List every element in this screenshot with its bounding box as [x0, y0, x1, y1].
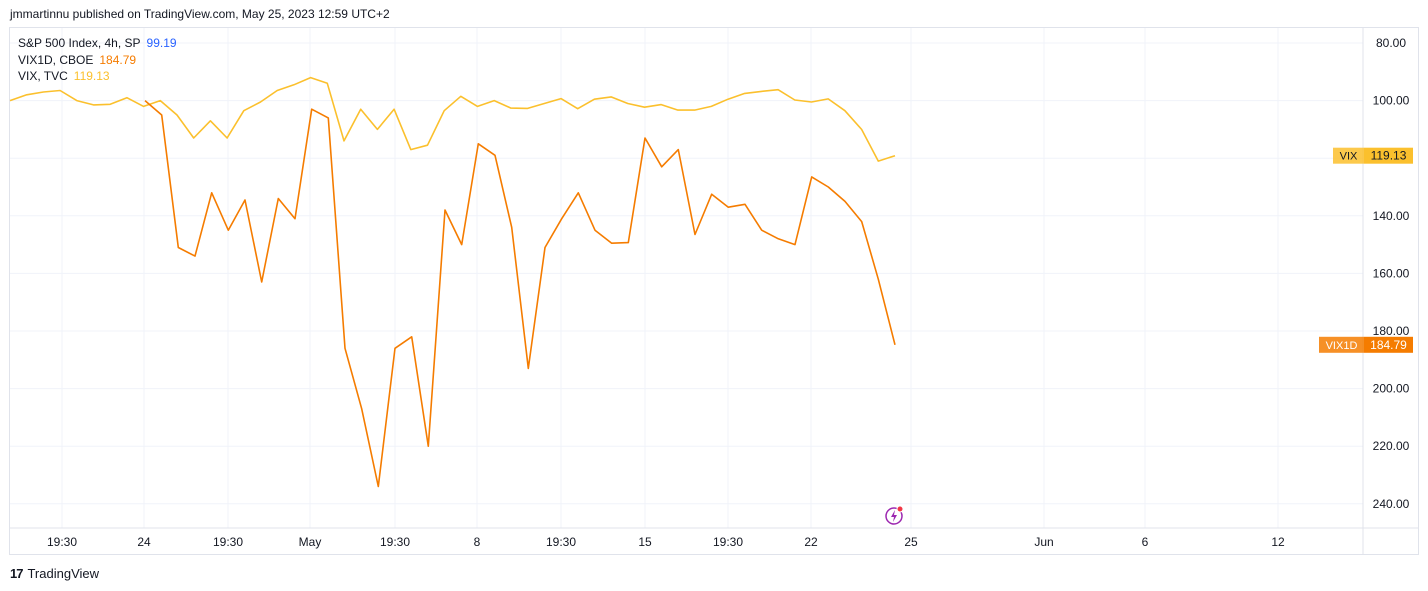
legend-row-spx[interactable]: S&P 500 Index, 4h, SP 99.19: [18, 35, 177, 52]
legend-row-vix1d[interactable]: VIX1D, CBOE 184.79: [18, 52, 177, 69]
legend-name: VIX1D, CBOE: [18, 52, 94, 67]
time-axis[interactable]: 19:30 24 19:30 May 19:30 8 19:30 15 19:30 22 25 Jun…: [47, 535, 1285, 549]
lightning-icon[interactable]: [884, 505, 904, 525]
series-name-label: VIX: [1340, 151, 1358, 163]
footer[interactable]: 17 TradingView: [10, 566, 99, 581]
price-labels: VIX 119.13 VIX1D 184.79: [1319, 147, 1413, 353]
last-price-tag: [1364, 147, 1413, 164]
time-tick-label: 12: [1271, 535, 1285, 549]
brand-name: TradingView: [27, 566, 100, 581]
price-tick-label: 240.00: [1373, 497, 1410, 511]
price-tick-label: 140.00: [1373, 209, 1410, 223]
time-tick-label: 19:30: [47, 535, 77, 549]
legend-value: 184.79: [99, 52, 137, 67]
series-name-tag: [1333, 147, 1364, 164]
time-tick-label: 24: [137, 535, 151, 549]
last-price-label: 119.13: [1371, 149, 1407, 163]
series-line-vix1d: [144, 99, 896, 488]
series-lines: [9, 76, 896, 488]
chart-legend: S&P 500 Index, 4h, SP 99.19 VIX1D, CBOE 18…: [18, 35, 177, 85]
time-tick-label: May: [299, 535, 322, 549]
time-tick-label: 22: [804, 535, 818, 549]
time-tick-label: 19:30: [213, 535, 243, 549]
series-name-tag: [1319, 336, 1364, 353]
price-tick-label: 160.00: [1373, 266, 1410, 280]
last-price-label: 184.79: [1370, 338, 1407, 352]
time-tick-label: 19:30: [380, 535, 410, 549]
last-price-tag: [1364, 336, 1413, 353]
legend-name: S&P 500 Index, 4h, SP: [18, 36, 141, 50]
grid-lines: [10, 28, 1363, 528]
price-axis[interactable]: 80.00100.00120.00140.00160.00180.00200.0…: [1373, 36, 1410, 511]
time-tick-label: 25: [904, 535, 918, 549]
price-tick-label: 80.00: [1376, 36, 1406, 50]
chart-frame: [9, 27, 1419, 555]
legend-row-vix[interactable]: VIX, TVC 119.13: [18, 68, 177, 85]
time-tick-label: Jun: [1034, 535, 1053, 549]
price-tick-label: 100.00: [1373, 94, 1410, 108]
time-tick-label: 8: [474, 535, 481, 549]
legend-name: VIX, TVC: [18, 69, 68, 83]
tradingview-logo-icon: 17: [10, 566, 24, 581]
time-tick-label: 15: [638, 535, 652, 549]
series-name-label: VIX1D: [1326, 340, 1358, 352]
price-tick-label: 220.00: [1373, 439, 1410, 453]
time-tick-label: 19:30: [713, 535, 743, 549]
legend-value: 99.19: [146, 36, 177, 50]
published-header: jmmartinnu published on TradingView.com,…: [10, 7, 390, 21]
time-tick-label: 6: [1142, 535, 1149, 549]
price-tick-label: 180.00: [1373, 324, 1410, 338]
legend-value: 119.13: [73, 69, 110, 83]
time-tick-label: 19:30: [546, 535, 576, 549]
price-tick-label: 200.00: [1373, 382, 1410, 396]
series-line-vix: [9, 76, 896, 162]
